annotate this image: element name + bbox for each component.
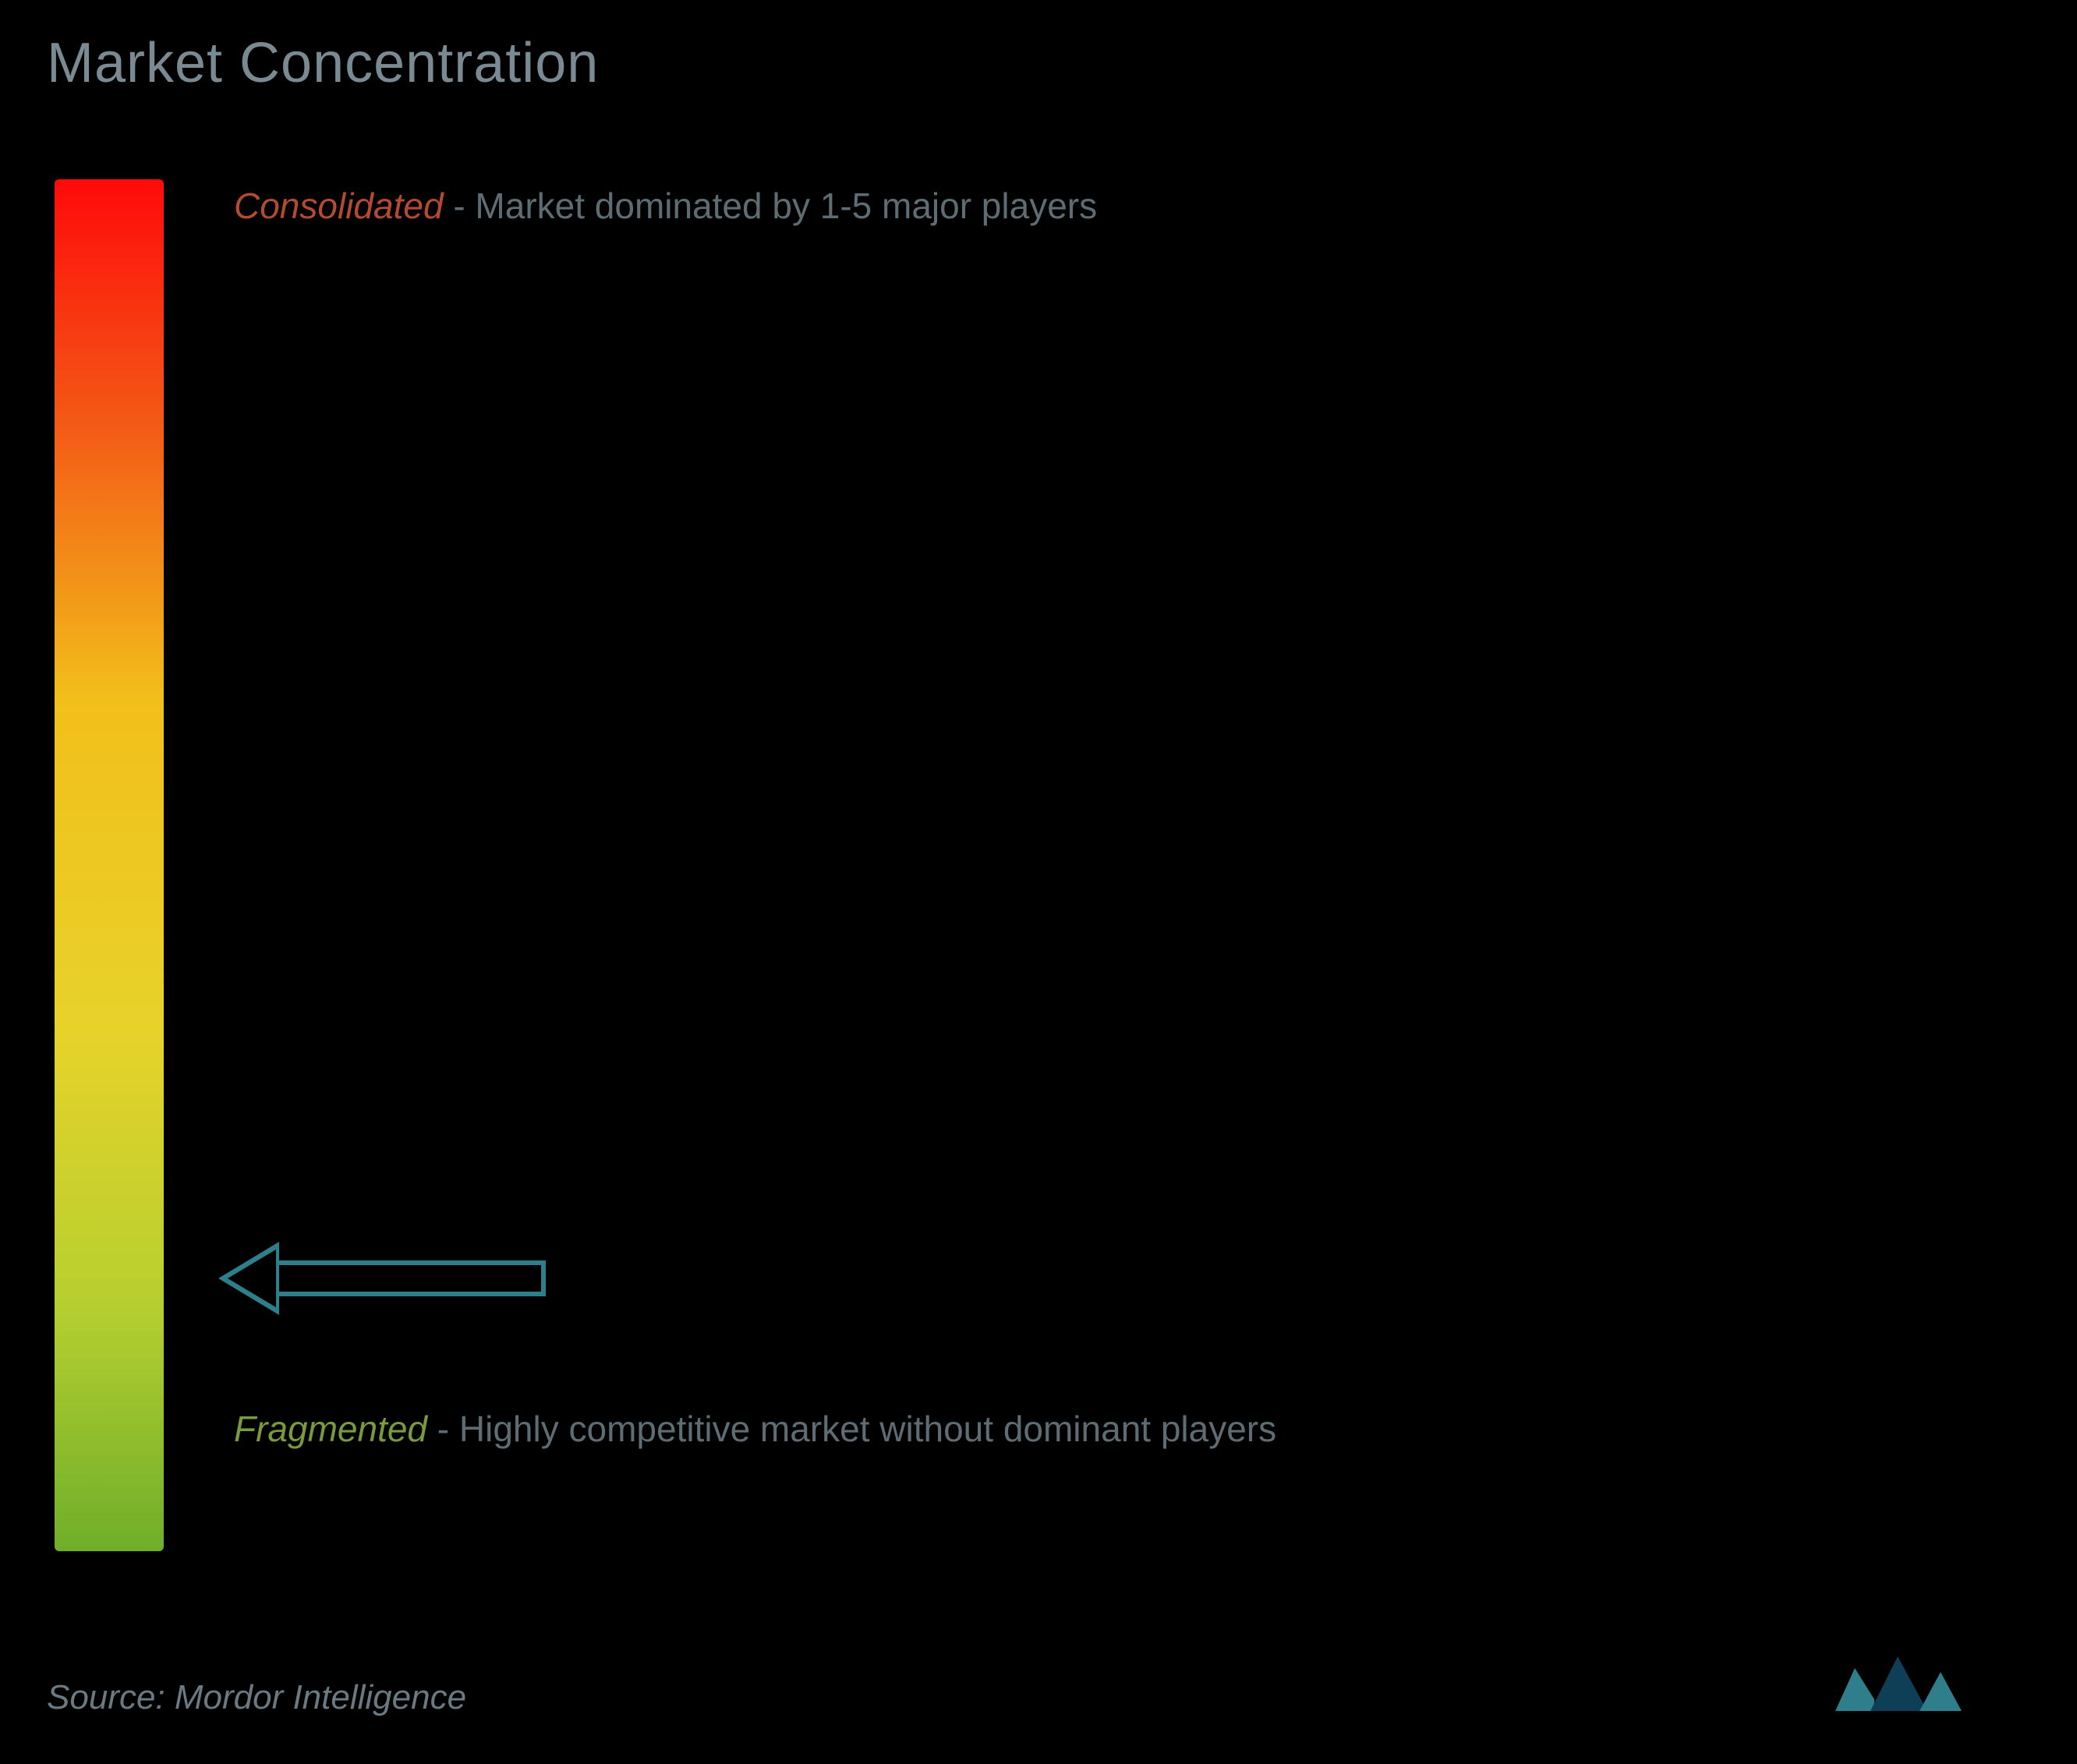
consolidated-description: - Market dominated by 1-5 major players — [453, 186, 1097, 226]
consolidated-label: Consolidated - Market dominated by 1-5 m… — [234, 181, 1097, 231]
position-indicator-arrow — [218, 1243, 546, 1313]
arrow-head-inner — [228, 1250, 276, 1307]
fragmented-label: Fragmented - Highly competitive market w… — [234, 1395, 1276, 1463]
logo-peak-2 — [1870, 1656, 1927, 1711]
mordor-logo-icon — [1828, 1649, 1968, 1727]
fragmented-keyword: Fragmented — [234, 1409, 427, 1449]
fragmented-description: - Highly competitive market without domi… — [437, 1409, 1276, 1449]
arrow-shaft — [265, 1260, 546, 1296]
logo-peak-1 — [1835, 1668, 1874, 1711]
chart-title: Market Concentration — [47, 31, 599, 95]
consolidated-keyword: Consolidated — [234, 186, 444, 226]
logo-peak-3 — [1920, 1672, 1962, 1711]
concentration-gradient-bar — [55, 179, 164, 1551]
source-attribution: Source: Mordor Intelligence — [47, 1678, 466, 1717]
